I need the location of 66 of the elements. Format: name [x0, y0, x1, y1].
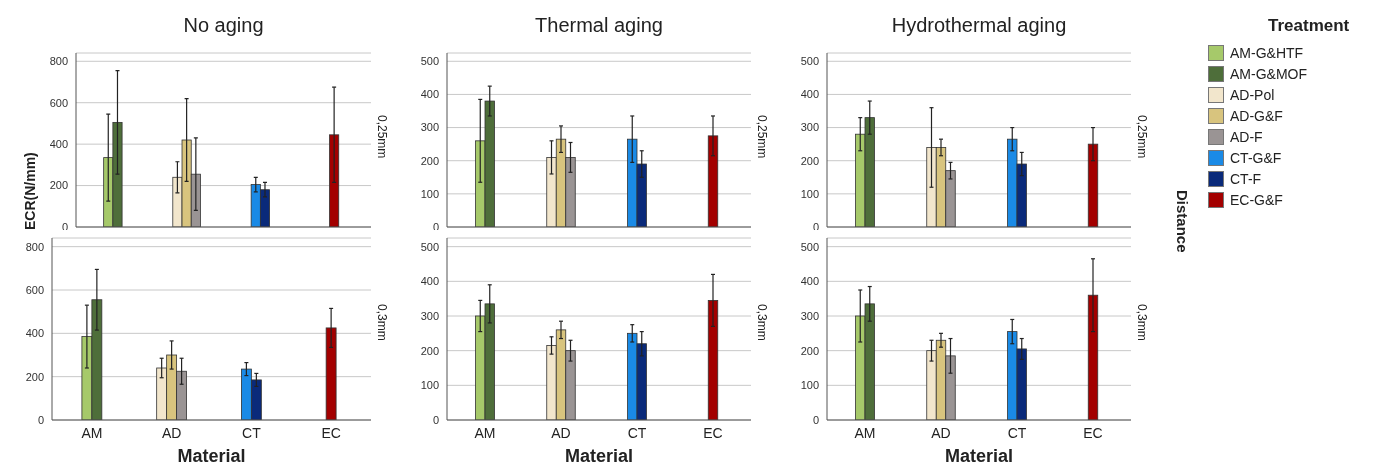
y-tick-label: 200 [420, 154, 439, 167]
y-tick-label: 600 [49, 96, 68, 109]
y-axis-title: ECR(N/mm) [22, 152, 38, 230]
x-tick-label: EC [703, 424, 723, 441]
x-tick-label: AM [854, 424, 876, 441]
x-tick-label: CT [242, 424, 262, 441]
y-tick-label: 200 [420, 344, 439, 357]
legend-label: AD-G&F [1230, 107, 1283, 124]
y-tick-label: 400 [25, 327, 44, 340]
y-tick-label: 400 [800, 275, 819, 288]
legend-label: EC-G&F [1230, 191, 1283, 208]
y-tick-label: 100 [420, 379, 439, 392]
legend-label: CT-G&F [1230, 149, 1282, 166]
y-tick-label: 600 [25, 283, 44, 296]
text: 0,25mm [755, 115, 769, 159]
y-tick-label: 400 [800, 88, 819, 101]
y-tick-label: 300 [420, 121, 439, 134]
chart-title: Thermal aging [534, 14, 664, 37]
text: 0,3mm [375, 304, 389, 341]
legend-label: AD-F [1230, 128, 1263, 145]
legend-label: CT-F [1230, 170, 1262, 187]
y-tick-label: 200 [800, 154, 819, 167]
x-tick-label: AM [81, 424, 103, 441]
y-tick-label: 300 [800, 309, 819, 322]
text: 0,3mm [755, 304, 769, 341]
y-tick-label: 0 [432, 413, 439, 426]
y-tick-label: 0 [812, 413, 819, 426]
x-tick-label: CT [1007, 424, 1027, 441]
x-tick-label: EC [321, 424, 341, 441]
y-tick-label: 100 [800, 187, 819, 200]
legend-label: AM-G&MOF [1230, 65, 1307, 82]
y-tick-label: 300 [420, 309, 439, 322]
chart-title: No aging [182, 14, 265, 37]
y-tick-label: 0 [37, 413, 44, 426]
y-tick-label: 200 [49, 179, 68, 192]
x-axis-title: Material [944, 446, 1014, 467]
y-tick-label: 200 [25, 370, 44, 383]
y-tick-label: 500 [420, 55, 439, 68]
y-tick-label: 500 [420, 240, 439, 253]
legend-title: Treatment [1268, 16, 1350, 36]
y-tick-label: 200 [800, 344, 819, 357]
y-tick-label: 100 [420, 187, 439, 200]
y-tick-label: 800 [25, 240, 44, 253]
y-tick-label: 500 [800, 55, 819, 68]
y-tick-label: 400 [49, 138, 68, 151]
legend-label: AD-Pol [1230, 86, 1275, 103]
y-tick-label: 400 [420, 88, 439, 101]
x-tick-label: AD [161, 424, 182, 441]
y-tick-label: 300 [800, 121, 819, 134]
y-tick-label: 500 [800, 240, 819, 253]
x-tick-label: AD [551, 424, 571, 441]
x-tick-label: AM [474, 424, 496, 441]
y-tick-label: 100 [800, 379, 819, 392]
text: 0,25mm [1135, 115, 1149, 159]
y-tick-label: 400 [420, 275, 439, 288]
y2-axis-title: Distance [1174, 190, 1191, 253]
x-tick-label: AD [931, 424, 951, 441]
x-axis-title: Material [564, 446, 634, 467]
x-axis-title: Material [176, 446, 247, 467]
x-tick-label: CT [627, 424, 647, 441]
text: 0,3mm [1135, 304, 1149, 341]
legend-label: AM-G&HTF [1230, 44, 1304, 61]
chart-title: Hydrothermal aging [890, 14, 1068, 37]
y-tick-label: 800 [49, 55, 68, 68]
x-tick-label: EC [1083, 424, 1103, 441]
text: 0,25mm [375, 115, 389, 159]
